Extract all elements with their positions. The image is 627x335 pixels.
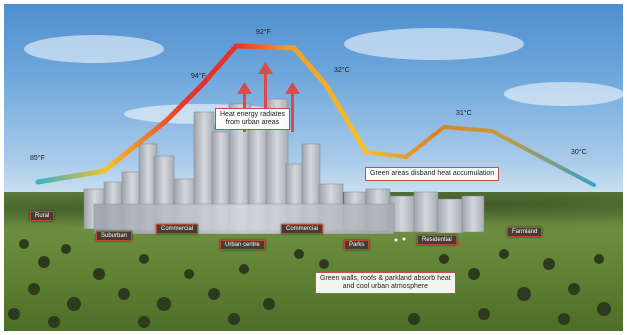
temp-suburb: 94°F bbox=[191, 73, 206, 80]
temp-farm: 30°C bbox=[571, 149, 587, 156]
note-green-walls: Green walls, roofs & parkland absorb hea… bbox=[315, 272, 456, 294]
city-buildings bbox=[83, 98, 485, 235]
zone-farmland: Farmland bbox=[507, 227, 543, 237]
note-green-areas: Green areas disband heat accumulation bbox=[365, 167, 500, 181]
zone-residential: Residential bbox=[417, 235, 457, 245]
temp-downtown: 32°C bbox=[334, 67, 350, 74]
note-heat-line1: Heat energy radiates bbox=[220, 111, 285, 118]
note-heat-line2: from urban areas bbox=[225, 119, 280, 126]
temp-park: 31°C bbox=[456, 110, 472, 117]
heat-island-diagram: 85°F 94°F 92°F 32°C 31°C 30°C Heat energ… bbox=[4, 4, 623, 331]
zone-commercial-west: Commercial bbox=[156, 224, 199, 234]
temperature-curve-rise bbox=[35, 43, 239, 185]
temperature-curve-peak bbox=[233, 43, 369, 155]
zone-suburban: Suburban bbox=[96, 231, 133, 241]
zone-commercial-east: Commercial bbox=[281, 224, 324, 234]
zone-urban-centre: Urban centre bbox=[220, 240, 265, 250]
zone-parks: Parks bbox=[344, 240, 370, 250]
temp-peak: 92°F bbox=[256, 29, 271, 36]
note-green-text: Green areas disband heat accumulation bbox=[370, 170, 495, 177]
temperature-curve-fall bbox=[364, 125, 596, 187]
note-walls-line2: and cool urban atmosphere bbox=[342, 283, 428, 290]
clouds bbox=[24, 28, 623, 124]
vehicle-lights bbox=[394, 237, 406, 242]
city-scene bbox=[8, 28, 623, 328]
note-heat-radiates: Heat energy radiates from urban areas bbox=[215, 108, 290, 130]
note-walls-line1: Green walls, roofs & parkland absorb hea… bbox=[320, 275, 451, 282]
zone-rural: Rural bbox=[30, 211, 55, 221]
trees bbox=[8, 239, 611, 328]
temp-rural: 85°F bbox=[30, 155, 45, 162]
